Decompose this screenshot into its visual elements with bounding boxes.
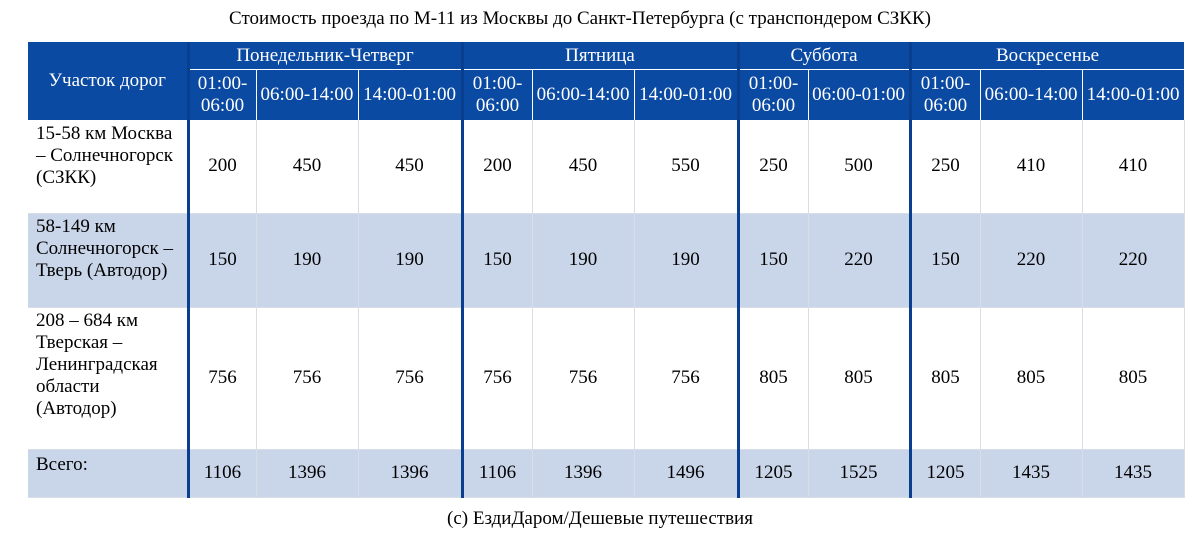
route-cell: 208 – 684 км Тверская – Ленинградская об…: [28, 307, 189, 450]
price-cell: 190: [358, 213, 463, 308]
copyright-footer: (с) ЕздиДаром/Дешевые путешествия: [447, 508, 753, 529]
price-cell: 220: [808, 213, 911, 308]
price-cell: 805: [808, 307, 911, 450]
total-cell: 1396: [358, 449, 463, 498]
price-cell: 220: [1082, 213, 1185, 308]
price-cell: 190: [256, 213, 359, 308]
slot-header: 14:00-01:00: [358, 69, 463, 120]
total-cell: 1396: [532, 449, 635, 498]
price-cell: 410: [980, 120, 1083, 214]
price-cell: 805: [980, 307, 1083, 450]
total-cell: 1205: [736, 449, 809, 498]
price-cell: 756: [634, 307, 739, 450]
route-cell: 15-58 км Москва – Солнечногорск (СЗКК): [28, 120, 189, 214]
price-cell: 450: [532, 120, 635, 214]
total-cell: 1396: [256, 449, 359, 498]
total-cell: 1525: [808, 449, 911, 498]
price-cell: 190: [532, 213, 635, 308]
price-cell: 200: [460, 120, 533, 214]
slot-header: 06:00-14:00: [256, 69, 359, 120]
price-cell: 805: [908, 307, 981, 450]
slot-header: 01:00-06:00: [186, 69, 257, 120]
total-cell: 1435: [1082, 449, 1185, 498]
price-cell: 150: [186, 213, 257, 308]
group-header-mon-thu: Понедельник-Четверг: [186, 42, 463, 70]
price-cell: 190: [634, 213, 739, 308]
group-header-friday: Пятница: [460, 42, 739, 70]
table-row: Всего: 1106 1396 1396 1106 1396 1496 120…: [28, 449, 1185, 498]
route-cell: 58-149 км Солнечногорск – Тверь (Автодор…: [28, 213, 189, 308]
slot-header: 06:00-01:00: [808, 69, 911, 120]
route-column-header: Участок дорог: [28, 42, 189, 121]
total-cell: 1106: [460, 449, 533, 498]
table-row: 15-58 км Москва – Солнечногорск (СЗКК) 2…: [28, 120, 1185, 214]
price-cell: 410: [1082, 120, 1185, 214]
price-cell: 450: [358, 120, 463, 214]
slot-header: 06:00-14:00: [532, 69, 635, 120]
price-cell: 250: [736, 120, 809, 214]
price-cell: 550: [634, 120, 739, 214]
slot-header: 14:00-01:00: [1082, 69, 1185, 120]
total-cell: 1205: [908, 449, 981, 498]
price-cell: 250: [908, 120, 981, 214]
slot-header: 14:00-01:00: [634, 69, 739, 120]
total-cell: 1106: [186, 449, 257, 498]
fare-table: Участок дорог Понедельник-Четверг Пятниц…: [28, 42, 1185, 498]
price-cell: 150: [908, 213, 981, 308]
price-cell: 805: [1082, 307, 1185, 450]
price-cell: 450: [256, 120, 359, 214]
price-cell: 150: [736, 213, 809, 308]
price-cell: 756: [532, 307, 635, 450]
total-cell: 1435: [980, 449, 1083, 498]
price-cell: 756: [256, 307, 359, 450]
price-cell: 756: [186, 307, 257, 450]
slot-header: 06:00-14:00: [980, 69, 1083, 120]
total-label-cell: Всего:: [28, 449, 189, 498]
table-row: 58-149 км Солнечногорск – Тверь (Автодор…: [28, 213, 1185, 308]
price-cell: 756: [358, 307, 463, 450]
slot-header: 01:00-06:00: [908, 69, 981, 120]
table-title: Стоимость проезда по М-11 из Москвы до С…: [229, 8, 931, 29]
price-cell: 500: [808, 120, 911, 214]
price-cell: 220: [980, 213, 1083, 308]
price-cell: 200: [186, 120, 257, 214]
total-cell: 1496: [634, 449, 739, 498]
group-header-sunday: Воскресенье: [908, 42, 1185, 70]
table-row: 208 – 684 км Тверская – Ленинградская об…: [28, 307, 1185, 450]
group-header-saturday: Суббота: [736, 42, 911, 70]
price-cell: 756: [460, 307, 533, 450]
price-cell: 150: [460, 213, 533, 308]
slot-header: 01:00-06:00: [736, 69, 809, 120]
price-cell: 805: [736, 307, 809, 450]
slot-header: 01:00-06:00: [460, 69, 533, 120]
